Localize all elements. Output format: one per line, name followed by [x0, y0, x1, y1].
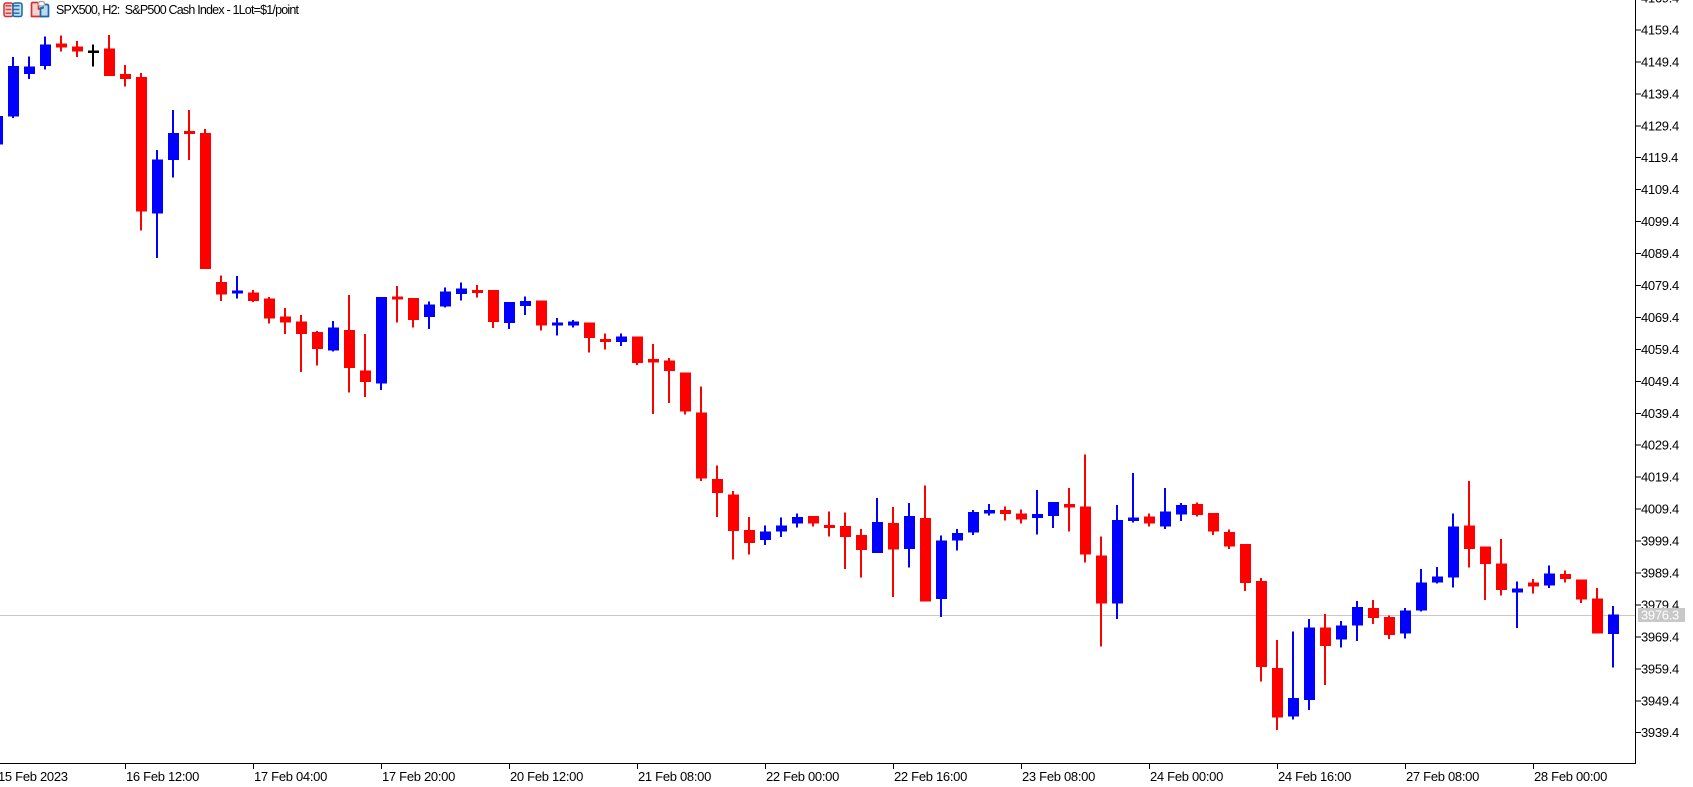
svg-text:4089.4: 4089.4 — [1641, 246, 1679, 261]
svg-text:3999.4: 3999.4 — [1641, 534, 1679, 549]
svg-text:4109.4: 4109.4 — [1641, 182, 1679, 197]
svg-text:15 Feb 2023: 15 Feb 2023 — [0, 769, 68, 784]
svg-text:17 Feb 20:00: 17 Feb 20:00 — [382, 769, 455, 784]
svg-text:3949.4: 3949.4 — [1641, 693, 1679, 708]
svg-text:16 Feb 12:00: 16 Feb 12:00 — [126, 769, 199, 784]
svg-text:21 Feb 08:00: 21 Feb 08:00 — [638, 769, 711, 784]
svg-text:17 Feb 04:00: 17 Feb 04:00 — [254, 769, 327, 784]
svg-text:3969.4: 3969.4 — [1641, 629, 1679, 644]
svg-text:3959.4: 3959.4 — [1641, 661, 1679, 676]
svg-text:22 Feb 16:00: 22 Feb 16:00 — [894, 769, 967, 784]
svg-text:4159.4: 4159.4 — [1641, 22, 1679, 37]
svg-text:4059.4: 4059.4 — [1641, 342, 1679, 357]
svg-text:4099.4: 4099.4 — [1641, 214, 1679, 229]
svg-text:4139.4: 4139.4 — [1641, 86, 1679, 101]
svg-text:4009.4: 4009.4 — [1641, 502, 1679, 517]
svg-text:27 Feb 08:00: 27 Feb 08:00 — [1406, 769, 1479, 784]
svg-text:4049.4: 4049.4 — [1641, 374, 1679, 389]
svg-text:4169.4: 4169.4 — [1641, 0, 1679, 6]
svg-text:3976.3: 3976.3 — [1641, 608, 1679, 623]
svg-text:4149.4: 4149.4 — [1641, 54, 1679, 69]
svg-text:24 Feb 16:00: 24 Feb 16:00 — [1278, 769, 1351, 784]
svg-text:4039.4: 4039.4 — [1641, 406, 1679, 421]
svg-text:24 Feb 00:00: 24 Feb 00:00 — [1150, 769, 1223, 784]
svg-text:3939.4: 3939.4 — [1641, 725, 1679, 740]
svg-text:3989.4: 3989.4 — [1641, 566, 1679, 581]
svg-text:23 Feb 08:00: 23 Feb 08:00 — [1022, 769, 1095, 784]
svg-text:SPX500, H2: S&P500 Cash Index: SPX500, H2: S&P500 Cash Index - 1Lot=$1/… — [56, 3, 300, 17]
svg-text:4079.4: 4079.4 — [1641, 278, 1679, 293]
svg-text:4029.4: 4029.4 — [1641, 438, 1679, 453]
svg-text:4019.4: 4019.4 — [1641, 470, 1679, 485]
svg-text:28 Feb 00:00: 28 Feb 00:00 — [1534, 769, 1607, 784]
svg-text:22 Feb 00:00: 22 Feb 00:00 — [766, 769, 839, 784]
svg-text:4119.4: 4119.4 — [1641, 150, 1678, 165]
svg-text:4069.4: 4069.4 — [1641, 310, 1679, 325]
svg-text:20 Feb 12:00: 20 Feb 12:00 — [510, 769, 583, 784]
svg-text:4129.4: 4129.4 — [1641, 118, 1679, 133]
